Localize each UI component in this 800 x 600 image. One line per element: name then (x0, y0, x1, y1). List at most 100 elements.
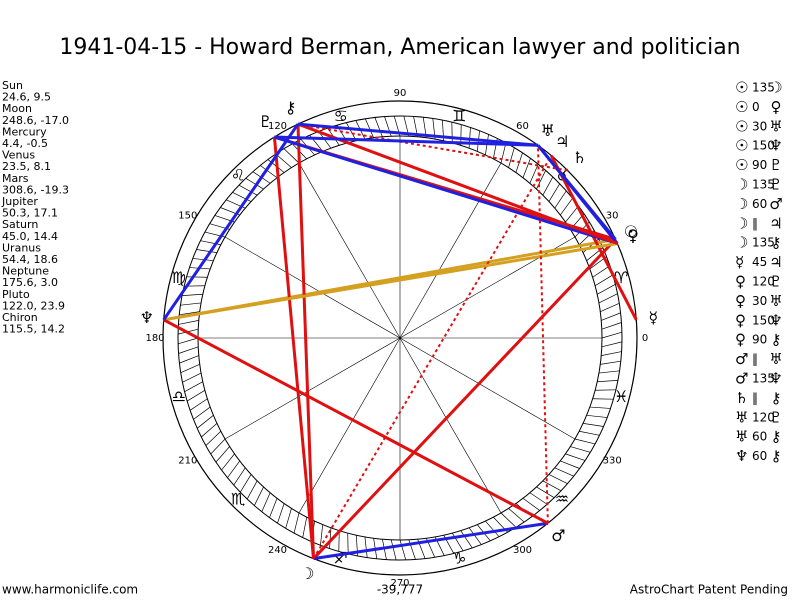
hatch (542, 480, 562, 492)
planet-glyph: ♇ (258, 112, 272, 131)
aspect-angle: 30 (752, 119, 767, 133)
planet-position: 248.6, -17.0 (2, 114, 69, 127)
aspect-angle: 90 (752, 333, 767, 347)
aspect-a: ♆ (735, 447, 748, 465)
hatch (285, 508, 292, 529)
planet-glyph: ♃ (555, 132, 569, 151)
sign-glyph: ♒ (555, 489, 569, 508)
planet-name: Neptune (2, 265, 49, 278)
hatch (177, 337, 199, 345)
hatch (221, 453, 235, 471)
aspect-angle: 60 (752, 449, 767, 463)
hatch (178, 320, 199, 325)
aspect-b: ⚷ (771, 428, 782, 446)
hatch (205, 431, 222, 446)
planet-name: Mercury (2, 125, 47, 138)
hatch (374, 117, 383, 137)
hatch (390, 539, 397, 561)
hatch (592, 265, 611, 278)
sign-glyph: ♌ (231, 166, 245, 185)
planet-position: 308.6, -19.3 (2, 183, 69, 196)
aspect-angle: ‖ (752, 216, 758, 230)
hatch (586, 414, 608, 418)
aspect-angle: 120 (752, 410, 775, 424)
aspect-angle: ‖ (752, 391, 758, 405)
sign-glyph: ♍ (172, 268, 186, 287)
hatch (522, 497, 540, 511)
hatch (536, 170, 546, 190)
hatch (554, 467, 574, 477)
title: 1941-04-15 - Howard Berman, American law… (59, 35, 740, 60)
hatch (184, 381, 203, 393)
planet-glyph: ♂ (551, 526, 565, 545)
planet-name: Saturn (2, 218, 38, 231)
hatch (399, 539, 407, 561)
hatch (601, 351, 622, 356)
degree-label: 270 (390, 578, 409, 589)
aspect-angle: 135 (752, 236, 775, 250)
sign-glyph: ♏ (231, 489, 245, 508)
hatch (554, 190, 567, 209)
spoke (399, 337, 576, 440)
aspect-a: ☉ (735, 98, 748, 116)
aspect-b: ♇ (769, 273, 782, 291)
hatch (196, 249, 217, 253)
hatch (364, 536, 368, 558)
aspect-line (273, 135, 618, 245)
aspect-line (536, 145, 549, 524)
planet-name: Sun (2, 79, 23, 92)
hatch (245, 178, 264, 190)
aspect-b: ♅ (769, 117, 782, 135)
hatch (598, 370, 620, 374)
planet-glyph: ⚷ (285, 98, 297, 117)
planet-glyph: ♄ (572, 148, 586, 167)
spoke (399, 337, 502, 514)
aspect-line (312, 155, 553, 560)
hatch (186, 389, 206, 402)
spoke (399, 236, 576, 339)
degree-label: 210 (178, 456, 197, 467)
aspect-a: ♂ (735, 370, 748, 388)
hatch (522, 158, 531, 178)
planet-name: Mars (2, 172, 29, 185)
degree-label: 240 (268, 545, 287, 556)
aspect-a: ☽ (735, 214, 748, 232)
footer-left: www.harmoniclife.com (2, 583, 138, 597)
aspect-a: ☿ (735, 253, 744, 271)
aspect-line (272, 136, 316, 559)
aspect-b: ⚷ (771, 447, 782, 465)
sign-glyph: ♋ (334, 106, 348, 125)
aspect-angle: 120 (752, 275, 775, 289)
spoke (224, 337, 401, 440)
hatch (320, 524, 324, 546)
aspect-a: ♀ (735, 292, 746, 310)
hatch (579, 430, 600, 436)
aspect-a: ☉ (735, 137, 748, 155)
aspect-a: ♅ (735, 408, 748, 426)
hatch (192, 258, 214, 262)
hatch (364, 118, 374, 138)
aspect-line (274, 135, 539, 147)
aspect-a: ☉ (735, 117, 748, 135)
hatch (345, 122, 357, 141)
hatch (201, 423, 218, 438)
aspect-a: ♅ (735, 428, 748, 446)
outer-circle (162, 100, 638, 576)
aspect-b: ⚷ (771, 234, 782, 252)
hatch (485, 520, 500, 537)
aspect-angle: 135 (752, 372, 775, 386)
hatch (182, 293, 203, 296)
aspect-line (163, 242, 618, 322)
degree-label: 330 (603, 456, 622, 467)
hatch (589, 406, 611, 409)
aspect-angle: 135 (752, 178, 775, 192)
planet-name: Chiron (2, 311, 38, 324)
aspect-a: ♀ (735, 273, 746, 291)
aspect-b: ♇ (769, 156, 782, 174)
planet-position: 50.3, 17.1 (2, 207, 58, 220)
aspect-b: ♀ (771, 98, 782, 116)
aspect-b: ♆ (769, 311, 782, 329)
hatch (238, 184, 258, 196)
hatch (565, 453, 586, 461)
